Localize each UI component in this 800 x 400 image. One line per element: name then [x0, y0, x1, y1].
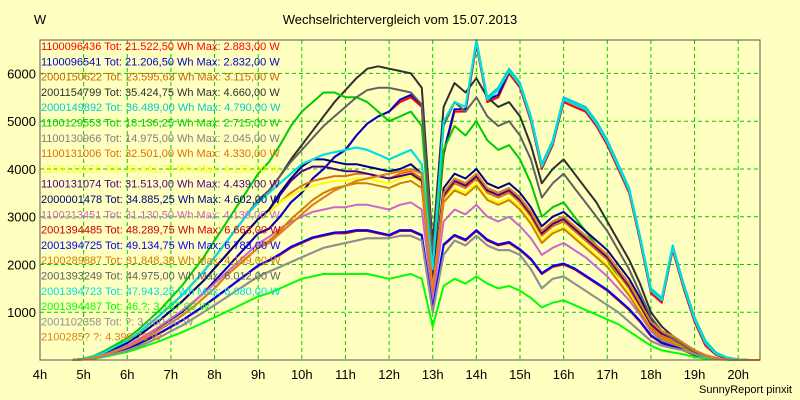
x-tick-label: 8h — [207, 367, 221, 382]
series-line-2100285? — [72, 168, 760, 361]
legend-entry-2001393249: 2001393249 Tot: 44.975,00 Wh Max: 6.012,… — [41, 271, 281, 283]
chart-title: Wechselrichtervergleich vom 15.07.2013 — [283, 12, 518, 27]
x-tick-label: 16h — [553, 367, 575, 382]
y-tick-label: 3000 — [7, 210, 36, 225]
x-axis-ticks: 4h 5h 6h 7h 8h 9h 10h 11h 12h 13h 14h 15h 16h 17h 18h 1… — [33, 367, 749, 382]
x-tick-label: 20h — [727, 367, 749, 382]
x-tick-label: 11h — [335, 367, 356, 382]
x-tick-label: 15h — [509, 367, 531, 382]
x-tick-label: 9h — [251, 367, 265, 382]
y-tick-label: 4000 — [7, 162, 36, 177]
x-tick-label: 4h — [33, 367, 47, 382]
legend-entry-1100096436: 1100096436 Tot: 21.522,50 Wh Max: 2.883,… — [41, 41, 280, 53]
legend-entry-2000150622: 2000150622 Tot: 23.595,63 Wh Max: 3.115,… — [41, 72, 280, 84]
x-tick-label: 19h — [684, 367, 706, 382]
x-tick-label: 10h — [291, 367, 313, 382]
x-tick-label: 12h — [378, 367, 400, 382]
legend-entry-2100285?: 2100285? ?: 4.390,78 W — [41, 332, 162, 344]
plot-area-frame — [39, 39, 761, 361]
x-tick-label: 18h — [640, 367, 662, 382]
series-line-2001394723 — [72, 41, 760, 361]
legend-entry-1100131020: 1100131020 Tot: 30.641,75 Wh Max: 4.130,… — [41, 163, 280, 175]
legend-entry-1100096541: 1100096541 Tot: 21.206,50 Wh Max: 2.832,… — [41, 56, 280, 68]
legend-entry-2001394487: 2001394487 Tot: 46.?: 3.187,00 W — [41, 301, 210, 313]
legend-entry-2000001478: 2000001478 Tot: 34.885,25 Wh Max: 4.602,… — [41, 194, 281, 206]
y-tick-label: 1000 — [7, 305, 36, 320]
legend-entry-1100130966: 1100130966 Tot: 14.975,00 Wh Max: 2.045,… — [41, 133, 280, 145]
x-tick-label: 17h — [596, 367, 618, 382]
x-tick-label: 7h — [164, 367, 178, 382]
y-axis-ticks: 1000 2000 3000 4000 5000 6000 — [7, 66, 36, 320]
y-tick-label: 2000 — [7, 257, 36, 272]
legend-entry-2100289887: 2100289887 Tot: 31.848,38 Wh Max: 4.199,… — [41, 255, 281, 267]
series-line-2001102358 — [72, 234, 760, 361]
footer-credit: SunnyReport pinxit — [699, 384, 792, 396]
legend-entry-2001154799: 2001154799 Tot: 35.424,75 Wh Max: 4.660,… — [41, 87, 280, 99]
x-tick-label: 13h — [422, 367, 444, 382]
legend-entry-2001102358: 2001102358 Tot: ?: 3.460,00 W — [41, 316, 194, 328]
legend-entry-2000149892: 2000149892 Tot: 36.489,00 Wh Max: 4.790,… — [41, 102, 281, 114]
series-line-1100213451 — [72, 201, 760, 361]
legend-entry-2001394723: 2001394723 Tot: 47.943,25 Wh Max: 6.680,… — [41, 286, 281, 298]
legend-entry-1100131074: 1100131074 Tot: 31.513,00 Wh Max: 4.439,… — [41, 179, 280, 191]
legend-entry-1100213451: 1100213451 Tot: 31.130,50 Wh Max: 4.139,… — [41, 209, 280, 221]
series-lines — [72, 39, 760, 361]
legend-entry-1100131006: 1100131006 Tot: 32.501,00 Wh Max: 4.330,… — [41, 148, 280, 160]
x-tick-label: 14h — [466, 367, 488, 382]
legend-entry-2001394485: 2001394485 Tot: 48.289,75 Wh Max: 6.663,… — [41, 225, 281, 237]
y-tick-label: 5000 — [7, 114, 36, 129]
x-tick-label: 5h — [76, 367, 90, 382]
series-line-2001394725 — [72, 229, 760, 361]
series-line-2000001478 — [72, 158, 760, 361]
legend: 1100096436 Tot: 21.522,50 Wh Max: 2.883,… — [41, 41, 281, 344]
y-tick-label: 6000 — [7, 66, 36, 81]
legend-entry-2001394725: 2001394725 Tot: 49.134,75 Wh Max: 6.783,… — [41, 240, 281, 252]
x-tick-label: 6h — [120, 367, 134, 382]
legend-entry-1100129553: 1100129553 Tot: 18.136,25 Wh Max: 2.715,… — [41, 118, 280, 130]
y-axis-label: W — [34, 12, 47, 27]
series-line-2001394487 — [72, 273, 760, 361]
